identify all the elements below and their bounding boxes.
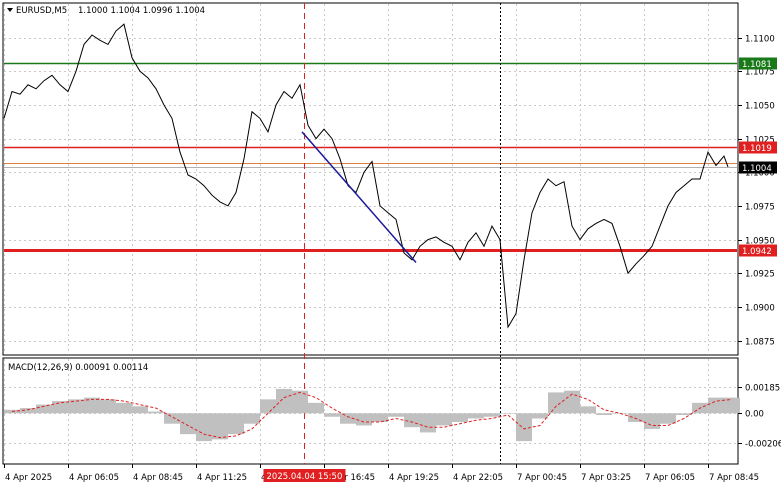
time-tick-label: 4 Apr 2025 bbox=[5, 473, 52, 483]
crosshair-time-label: 2025.04.04 15:50 bbox=[267, 472, 343, 482]
price-tick-label: 1.0875 bbox=[745, 338, 775, 348]
macd-bar bbox=[420, 413, 436, 433]
macd-bar bbox=[292, 390, 308, 414]
macd-bar bbox=[596, 413, 612, 416]
macd-histogram bbox=[4, 388, 740, 442]
macd-bar bbox=[660, 413, 676, 424]
macd-bar bbox=[276, 388, 292, 414]
ohlc-readout: 1.1000 1.1004 1.0996 1.1004 bbox=[78, 6, 205, 16]
time-tick-label: 4 Apr 22:05 bbox=[453, 473, 503, 483]
macd-bar bbox=[196, 413, 212, 442]
macd-bar bbox=[516, 413, 532, 442]
price-tick-label: 1.1075 bbox=[745, 68, 775, 78]
macd-bar bbox=[564, 390, 580, 414]
macd-bar bbox=[436, 413, 452, 426]
macd-bar bbox=[116, 402, 132, 414]
macd-bar bbox=[244, 413, 260, 424]
time-tick-label: 4 Apr 06:05 bbox=[69, 473, 119, 483]
level-label: 1.1081 bbox=[742, 60, 772, 70]
macd-bar bbox=[148, 411, 164, 414]
macd-bar bbox=[532, 413, 548, 419]
time-tick-label: 4 Apr 08:45 bbox=[133, 473, 183, 483]
macd-bar bbox=[500, 413, 516, 414]
macd-bar bbox=[468, 413, 484, 419]
level-labels: 1.1081 1.1019 1.0942 1.1004 bbox=[739, 57, 777, 257]
macd-bar bbox=[404, 413, 420, 428]
price-tick-label: 1.0950 bbox=[745, 237, 775, 247]
price-series bbox=[3, 23, 729, 329]
macd-bar bbox=[324, 413, 340, 417]
macd-bar bbox=[228, 413, 244, 435]
macd-bar bbox=[580, 406, 596, 414]
price-axis: 1.11001.10751.10501.10251.10001.09751.09… bbox=[738, 35, 775, 348]
macd-bar bbox=[164, 413, 180, 424]
macd-bar bbox=[84, 397, 100, 414]
macd-tick-label: 0.00 bbox=[745, 410, 764, 420]
macd-bar bbox=[68, 399, 84, 414]
time-tick-label: 4 Apr 11:25 bbox=[197, 473, 247, 483]
macd-bar bbox=[452, 413, 468, 422]
price-tick-label: 1.0900 bbox=[745, 304, 775, 314]
price-tick-label: 1.1100 bbox=[745, 35, 775, 45]
level-label: 1.0942 bbox=[742, 247, 772, 257]
macd-signal-series bbox=[11, 391, 733, 439]
macd-bar bbox=[36, 404, 52, 414]
time-axis: 4 Apr 2025 4 Apr 06:05 4 Apr 08:45 4 Apr 11… bbox=[4, 464, 759, 483]
macd-bar bbox=[212, 413, 228, 440]
current-price-label: 1.1004 bbox=[742, 164, 772, 174]
macd-bar bbox=[484, 413, 500, 417]
macd-bar bbox=[676, 413, 692, 416]
crosshair-time-label-bg bbox=[263, 469, 346, 482]
macd-bar bbox=[340, 413, 356, 424]
macd-bar bbox=[260, 399, 276, 414]
level-label: 1.1019 bbox=[742, 144, 772, 154]
time-tick-label: 7 Apr 00:45 bbox=[517, 473, 567, 483]
price-tick-label: 1.1050 bbox=[745, 102, 775, 112]
macd-bar bbox=[628, 413, 644, 422]
macd-bar bbox=[612, 413, 628, 414]
macd-bar bbox=[4, 409, 20, 414]
time-tick-label: 4 Apr 19:25 bbox=[389, 473, 439, 483]
price-tick-label: 1.0975 bbox=[745, 203, 775, 213]
symbol-dropdown-icon[interactable] bbox=[7, 8, 13, 12]
macd-bar bbox=[372, 413, 388, 422]
main-panel bbox=[2, 2, 739, 356]
price-tick-label: 1.0925 bbox=[745, 270, 775, 280]
time-tick-label: 7 Apr 06:05 bbox=[645, 473, 695, 483]
macd-bar bbox=[388, 413, 404, 417]
macd-bar bbox=[100, 399, 116, 414]
trendline[interactable] bbox=[301, 131, 417, 263]
symbol-label[interactable]: EURUSD,M5 bbox=[16, 6, 67, 16]
macd-signal-line bbox=[11, 391, 733, 439]
macd-bar bbox=[308, 402, 324, 414]
macd-bar bbox=[20, 408, 36, 414]
main-grid bbox=[4, 4, 737, 354]
time-tick-label: 4 Apr 16:45 bbox=[325, 473, 375, 483]
macd-bar bbox=[708, 397, 724, 414]
macd-bar bbox=[644, 413, 660, 429]
macd-bar bbox=[52, 401, 68, 414]
macd-tick-label: 0.00185 bbox=[745, 384, 780, 394]
time-tick-label: 7 Apr 08:45 bbox=[709, 473, 759, 483]
macd-tick-label: -0.00206 bbox=[745, 440, 781, 450]
macd-axis: 0.00185 0.00 -0.00206 bbox=[738, 384, 781, 450]
macd-bar bbox=[180, 413, 196, 435]
price-tick-label: 1.1025 bbox=[745, 136, 775, 146]
macd-bar bbox=[356, 413, 372, 426]
level-label-bg bbox=[739, 141, 777, 154]
macd-bar bbox=[548, 392, 564, 414]
time-tick-label: 7 Apr 03:25 bbox=[581, 473, 631, 483]
level-label-bg bbox=[739, 244, 777, 257]
macd-header: MACD(12,26,9) 0.00091 0.00114 bbox=[8, 363, 148, 373]
macd-bar bbox=[724, 397, 740, 414]
price-line bbox=[3, 23, 729, 329]
current-price-bg bbox=[739, 161, 777, 174]
macd-bar bbox=[132, 406, 148, 414]
level-label-bg bbox=[739, 57, 777, 70]
